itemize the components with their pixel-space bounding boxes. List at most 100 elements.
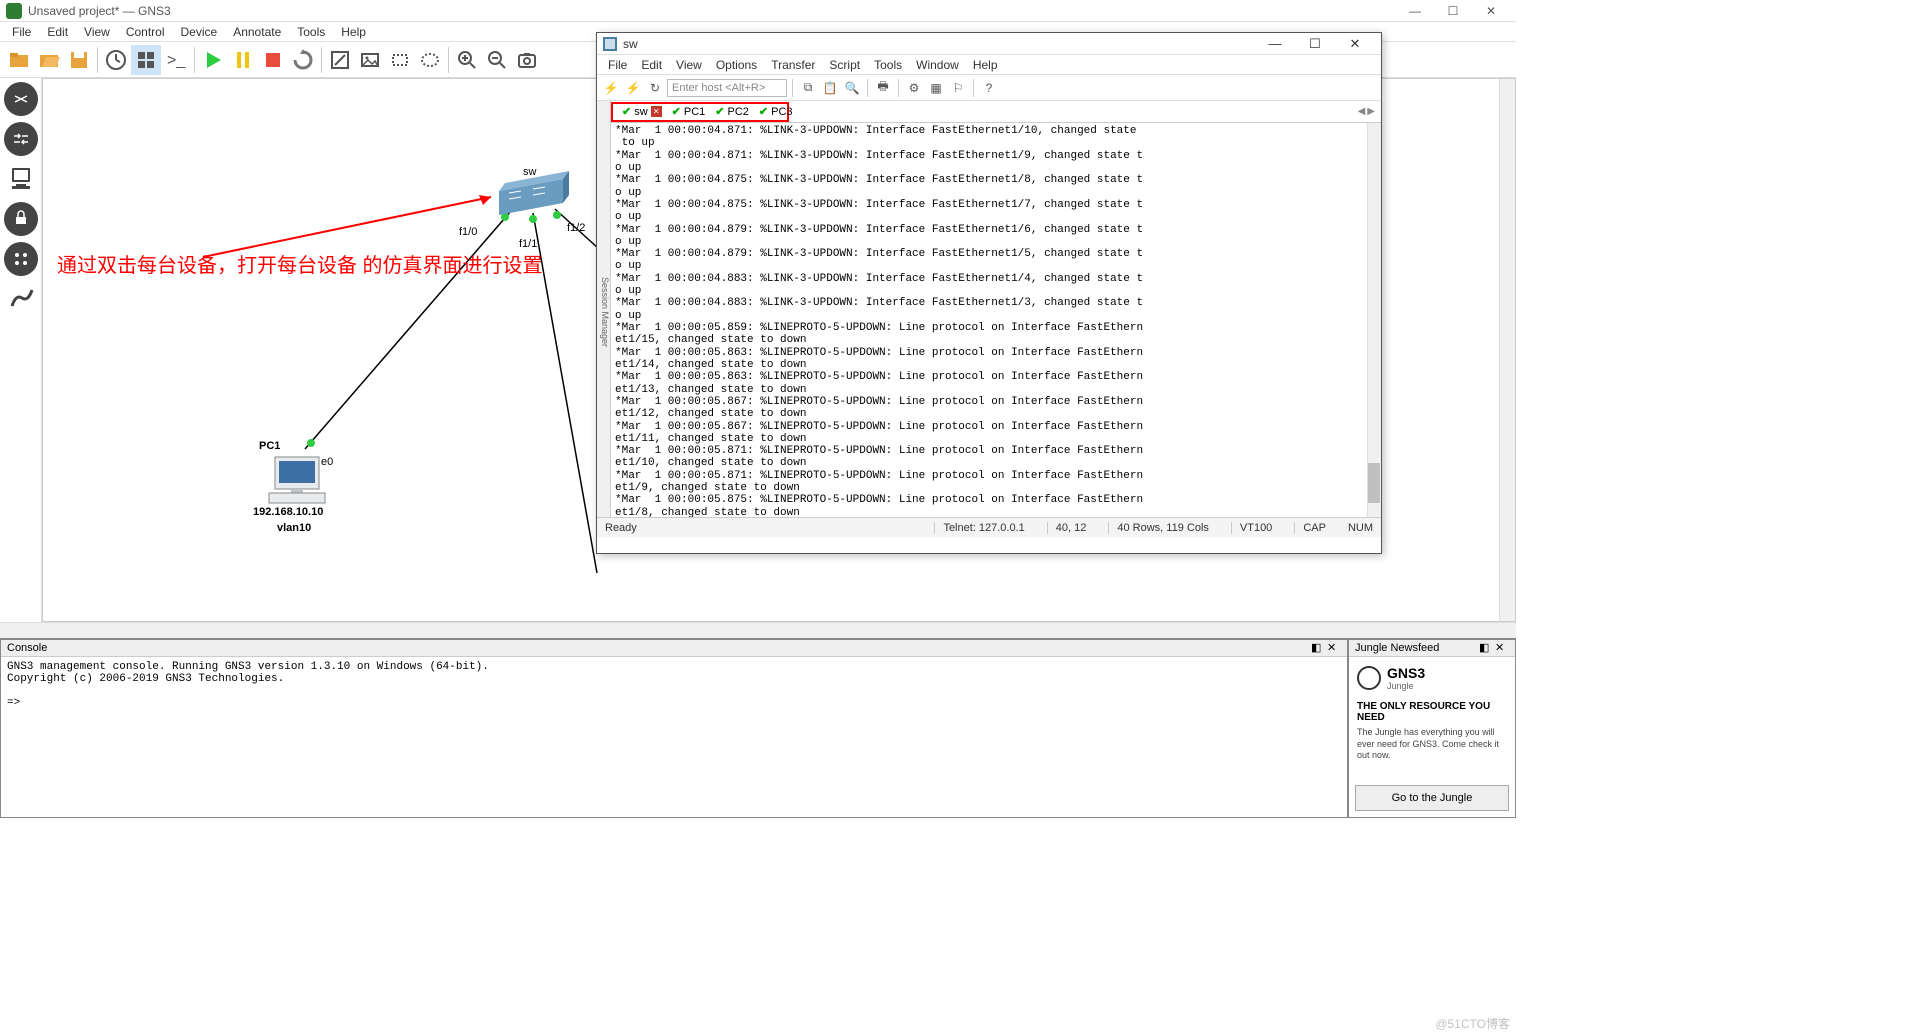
term-close-button[interactable]: ✕ — [1335, 34, 1375, 54]
switch-label: sw — [523, 166, 537, 178]
device-pc1[interactable] — [269, 457, 325, 503]
check-icon: ✔ — [759, 105, 768, 118]
tb-print-icon[interactable]: 🖶 — [873, 78, 893, 98]
term-maximize-button[interactable]: ☐ — [1295, 34, 1335, 54]
tab-pc3-label: PC3 — [771, 106, 792, 118]
close-button[interactable]: ✕ — [1472, 1, 1510, 21]
tb-reconnect-icon[interactable]: ↻ — [645, 78, 665, 98]
menu-view[interactable]: View — [76, 25, 118, 39]
start-all-icon[interactable] — [198, 45, 228, 75]
enddevice-category-icon[interactable] — [4, 162, 38, 196]
newsfeed-heading: THE ONLY RESOURCE YOU NEED — [1357, 701, 1507, 723]
reload-all-icon[interactable] — [288, 45, 318, 75]
tb-quickconnect-icon[interactable]: ⚡ — [623, 78, 643, 98]
console-close-icon[interactable]: ✕ — [1327, 641, 1341, 655]
pc1-label: PC1 — [259, 440, 280, 452]
status-ready: Ready — [605, 522, 920, 534]
tb-copy-icon[interactable]: ⧉ — [798, 78, 818, 98]
annotate-rect-icon[interactable] — [385, 45, 415, 75]
session-manager-sidebar[interactable]: Session Manager — [597, 101, 611, 517]
menu-control[interactable]: Control — [118, 25, 173, 39]
terminal-window: sw — ☐ ✕ File Edit View Options Transfer… — [596, 32, 1382, 554]
gns3-app-icon — [6, 3, 22, 19]
show-labels-icon[interactable] — [131, 45, 161, 75]
newsfeed-logo: GNS3 Jungle — [1357, 665, 1507, 691]
console-all-icon[interactable]: >_ — [161, 45, 191, 75]
tab-sw-label: sw — [634, 106, 647, 118]
tb-connect-icon[interactable]: ⚡ — [601, 78, 621, 98]
link-label-f12: f1/2 — [567, 222, 585, 234]
watermark: @51CTO博客 — [1435, 1015, 1510, 1032]
menu-edit[interactable]: Edit — [39, 25, 76, 39]
snapshot-icon[interactable] — [101, 45, 131, 75]
tb-script-icon[interactable]: ⚐ — [948, 78, 968, 98]
term-menu-script[interactable]: Script — [822, 58, 867, 72]
menu-file[interactable]: File — [4, 25, 39, 39]
tab-close-icon[interactable]: ✕ — [651, 106, 662, 117]
console-output[interactable]: GNS3 management console. Running GNS3 ve… — [1, 657, 1347, 817]
newsfeed-sub: Jungle — [1387, 681, 1425, 691]
annotate-image-icon[interactable] — [355, 45, 385, 75]
open-project-icon[interactable] — [34, 45, 64, 75]
newsfeed-undock-icon[interactable]: ◧ — [1479, 641, 1493, 655]
term-menu-file[interactable]: File — [601, 58, 634, 72]
canvas-h-scrollbar[interactable] — [0, 622, 1516, 638]
annotate-ellipse-icon[interactable] — [415, 45, 445, 75]
tab-sw[interactable]: ✔sw✕ — [617, 105, 667, 118]
terminal-title: sw — [623, 37, 1255, 51]
router-category-icon[interactable] — [4, 82, 38, 116]
menu-annotate[interactable]: Annotate — [225, 25, 289, 39]
tab-pc3[interactable]: ✔PC3 — [754, 105, 798, 118]
term-menu-help[interactable]: Help — [966, 58, 1005, 72]
tb-help-icon[interactable]: ? — [979, 78, 999, 98]
term-minimize-button[interactable]: — — [1255, 34, 1295, 54]
screenshot-icon[interactable] — [512, 45, 542, 75]
console-undock-icon[interactable]: ◧ — [1311, 641, 1325, 655]
canvas-v-scrollbar[interactable] — [1499, 79, 1515, 621]
term-menu-edit[interactable]: Edit — [634, 58, 669, 72]
tab-pc1-label: PC1 — [684, 106, 705, 118]
device-toolbar — [0, 78, 42, 622]
status-cursor: 40, 12 — [1047, 522, 1095, 534]
zoom-in-icon[interactable] — [452, 45, 482, 75]
pause-all-icon[interactable] — [228, 45, 258, 75]
pc1-port-label: e0 — [321, 456, 333, 468]
terminal-titlebar[interactable]: sw — ☐ ✕ — [597, 33, 1381, 55]
tb-find-icon[interactable]: 🔍 — [842, 78, 862, 98]
status-size: 40 Rows, 119 Cols — [1108, 522, 1217, 534]
link-label-f11: f1/1 — [519, 238, 537, 250]
all-devices-icon[interactable] — [4, 242, 38, 276]
gns3-titlebar: Unsaved project* — GNS3 — ☐ ✕ — [0, 0, 1516, 22]
term-menu-view[interactable]: View — [669, 58, 709, 72]
tab-pc1[interactable]: ✔PC1 — [667, 105, 711, 118]
maximize-button[interactable]: ☐ — [1434, 1, 1472, 21]
tb-session-icon[interactable]: ▦ — [926, 78, 946, 98]
stop-all-icon[interactable] — [258, 45, 288, 75]
annotate-note-icon[interactable] — [325, 45, 355, 75]
security-category-icon[interactable] — [4, 202, 38, 236]
add-link-icon[interactable] — [4, 282, 38, 316]
term-menu-window[interactable]: Window — [909, 58, 966, 72]
term-menu-options[interactable]: Options — [709, 58, 764, 72]
term-menu-tools[interactable]: Tools — [867, 58, 909, 72]
save-project-icon[interactable] — [64, 45, 94, 75]
menu-tools[interactable]: Tools — [289, 25, 333, 39]
tab-scroll-left-icon[interactable]: ◀ — [1358, 106, 1366, 117]
new-project-icon[interactable] — [4, 45, 34, 75]
menu-help[interactable]: Help — [333, 25, 374, 39]
newsfeed-title: Jungle Newsfeed — [1355, 642, 1477, 654]
newsfeed-close-icon[interactable]: ✕ — [1495, 641, 1509, 655]
terminal-app-icon — [603, 37, 617, 51]
switch-category-icon[interactable] — [4, 122, 38, 156]
go-to-jungle-button[interactable]: Go to the Jungle — [1355, 785, 1509, 811]
tb-options-icon[interactable]: ⚙ — [904, 78, 924, 98]
zoom-out-icon[interactable] — [482, 45, 512, 75]
tab-scroll-right-icon[interactable]: ▶ — [1367, 106, 1375, 117]
tb-paste-icon[interactable]: 📋 — [820, 78, 840, 98]
menu-device[interactable]: Device — [173, 25, 226, 39]
minimize-button[interactable]: — — [1396, 1, 1434, 21]
terminal-output[interactable]: *Mar 1 00:00:04.871: %LINK-3-UPDOWN: Int… — [611, 123, 1381, 517]
term-menu-transfer[interactable]: Transfer — [764, 58, 822, 72]
tab-pc2[interactable]: ✔PC2 — [710, 105, 754, 118]
host-input[interactable]: Enter host <Alt+R> — [667, 79, 787, 97]
